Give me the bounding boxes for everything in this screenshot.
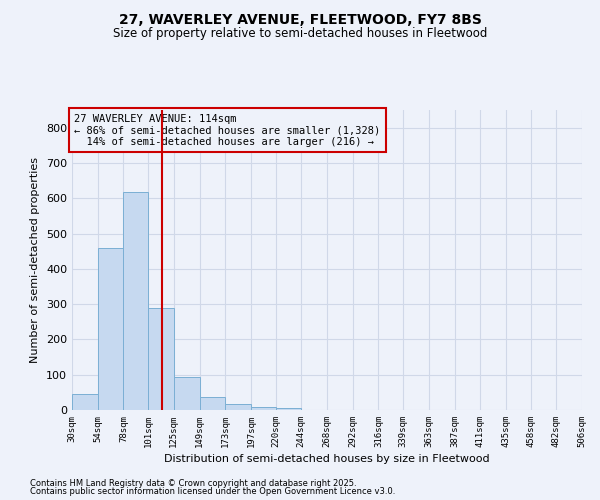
Y-axis label: Number of semi-detached properties: Number of semi-detached properties [31,157,40,363]
Text: 27, WAVERLEY AVENUE, FLEETWOOD, FY7 8BS: 27, WAVERLEY AVENUE, FLEETWOOD, FY7 8BS [119,12,481,26]
Bar [251,407,275,410]
Bar [124,192,148,410]
Bar [275,408,301,410]
Bar [98,248,124,410]
Bar [199,398,225,410]
Bar [225,404,251,410]
Bar [148,308,174,410]
Bar [174,377,199,410]
Bar [72,394,98,410]
Text: Size of property relative to semi-detached houses in Fleetwood: Size of property relative to semi-detach… [113,28,487,40]
Text: 27 WAVERLEY AVENUE: 114sqm
← 86% of semi-detached houses are smaller (1,328)
  1: 27 WAVERLEY AVENUE: 114sqm ← 86% of semi… [74,114,380,146]
Text: Contains HM Land Registry data © Crown copyright and database right 2025.: Contains HM Land Registry data © Crown c… [30,478,356,488]
Text: Contains public sector information licensed under the Open Government Licence v3: Contains public sector information licen… [30,487,395,496]
X-axis label: Distribution of semi-detached houses by size in Fleetwood: Distribution of semi-detached houses by … [164,454,490,464]
